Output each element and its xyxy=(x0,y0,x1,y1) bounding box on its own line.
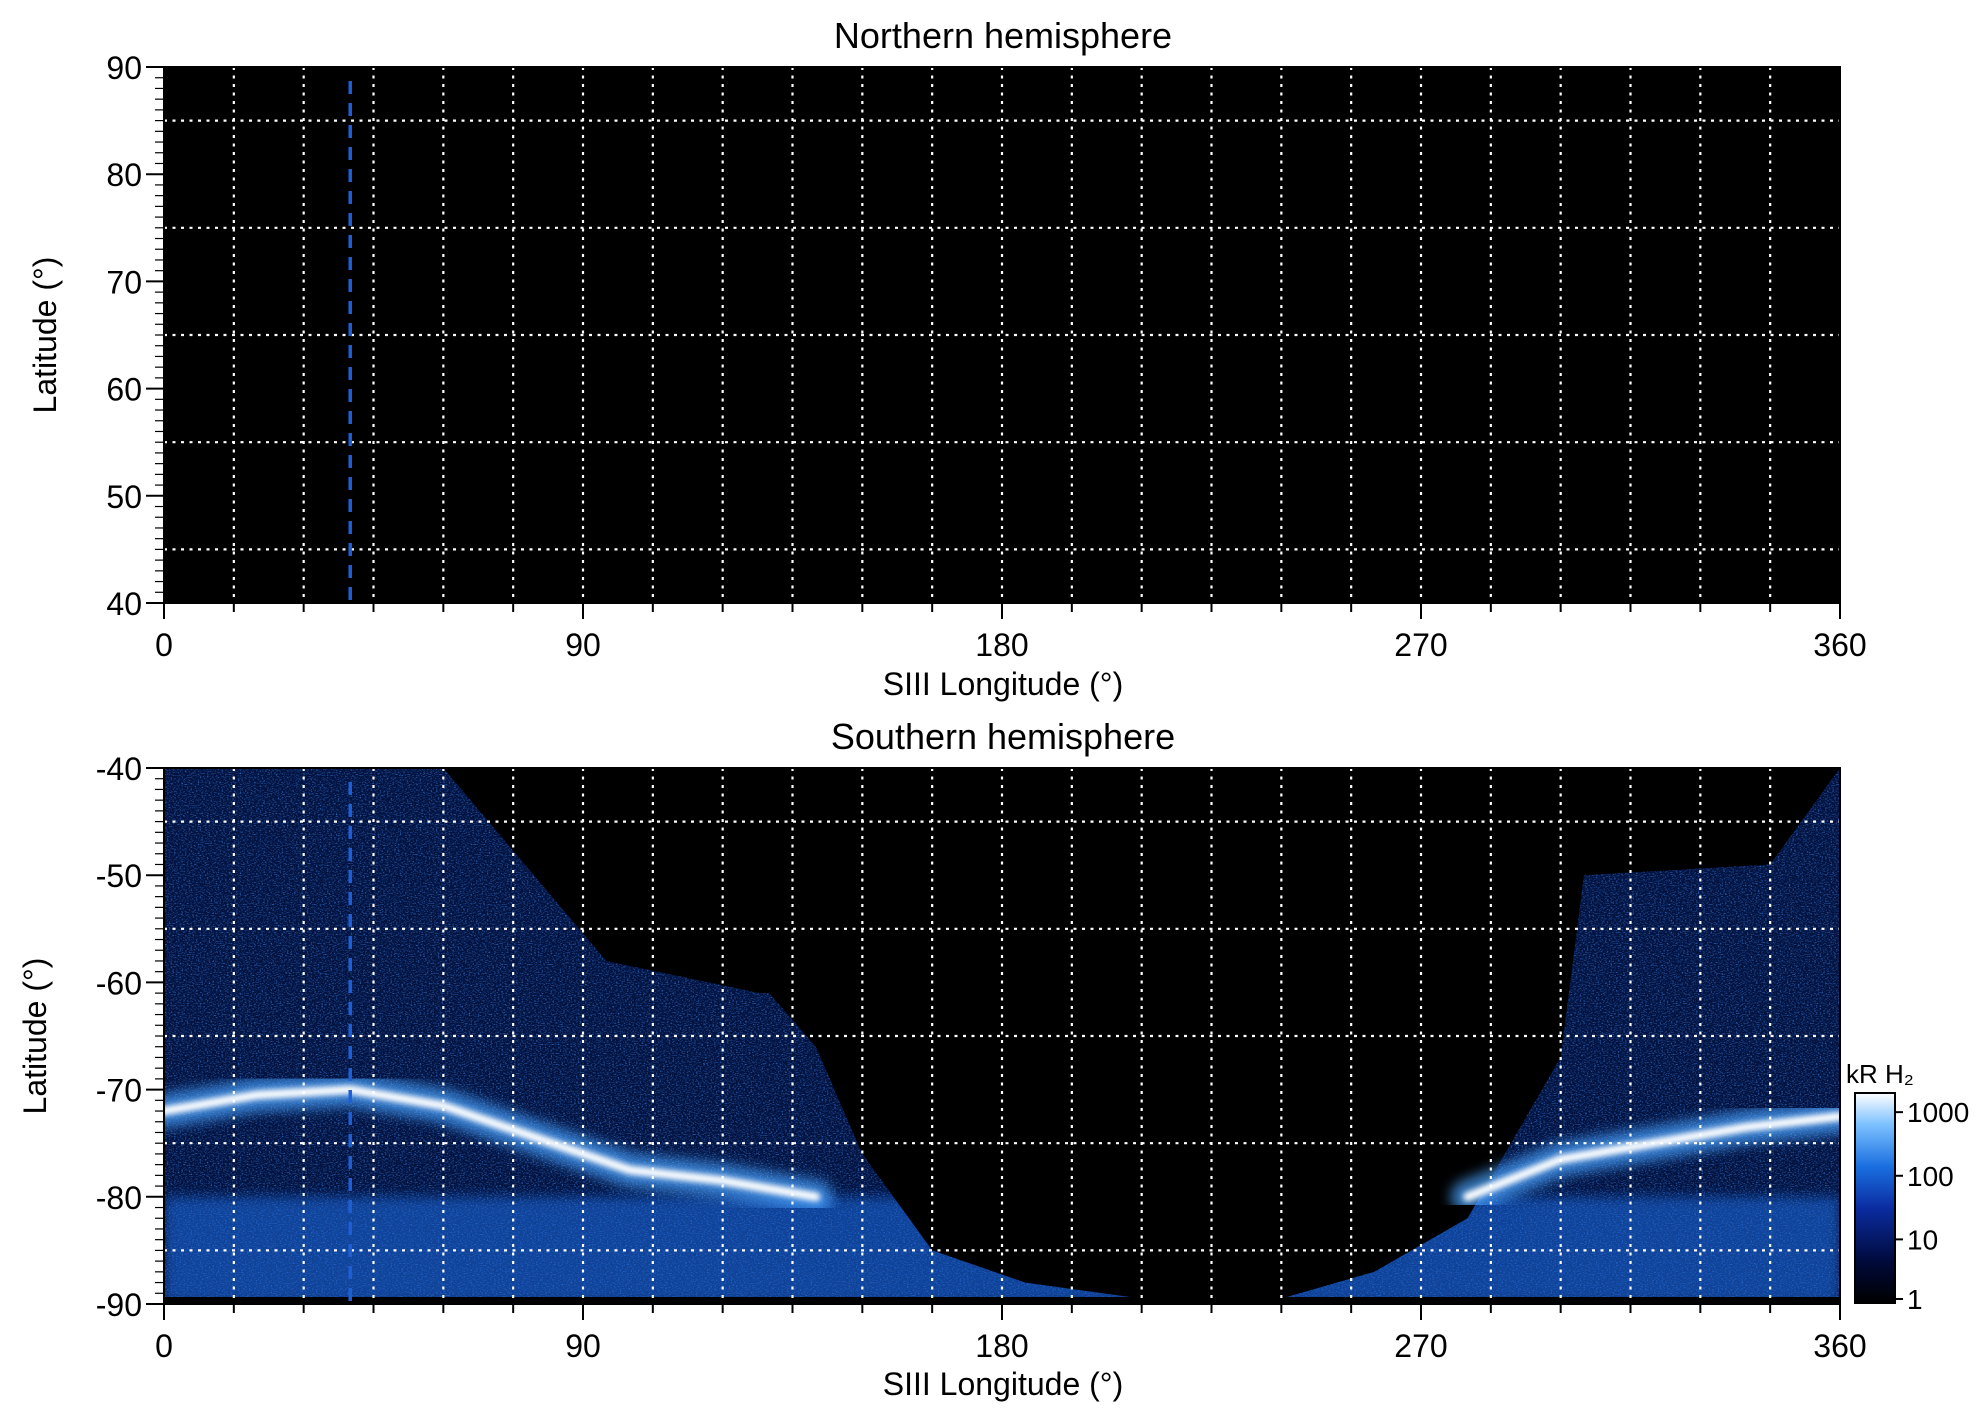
colorbar-tick-label: 10 xyxy=(1907,1224,1938,1255)
y-tick-label: 50 xyxy=(106,479,142,515)
x-tick-label: 270 xyxy=(1394,627,1447,663)
colorbar-ticks: 1 10 100 1000 xyxy=(1895,1097,1969,1315)
south-axes: -90 -80 -70 -60 -50 -40 0 90 180 270 360 xyxy=(96,751,1867,1364)
colorbar: kR H₂ 1 10 100 1000 xyxy=(1846,1059,1969,1315)
y-tick-label: 60 xyxy=(106,372,142,408)
north-y-axis-label: Latitude (°) xyxy=(27,257,63,414)
north-axes: 40 50 60 70 80 90 0 90 180 270 360 xyxy=(106,50,1866,663)
x-tick-label: 270 xyxy=(1394,1328,1447,1364)
x-tick-label: 360 xyxy=(1813,1328,1866,1364)
north-panel-title: Northern hemisphere xyxy=(834,15,1172,56)
x-tick-label: 180 xyxy=(975,627,1028,663)
southern-hemisphere-panel: Southern hemisphere -90 -80 -70 -60 -50 -40 0 9… xyxy=(17,716,1867,1402)
south-x-axis-label: SIII Longitude (°) xyxy=(883,1366,1123,1402)
south-grid xyxy=(164,768,1840,1304)
x-tick-label: 360 xyxy=(1813,627,1866,663)
y-tick-label: -50 xyxy=(96,858,142,894)
south-y-axis-label: Latitude (°) xyxy=(17,958,53,1115)
x-tick-label: 180 xyxy=(975,1328,1028,1364)
y-tick-label: 70 xyxy=(106,264,142,300)
colorbar-label: kR H₂ xyxy=(1846,1059,1914,1089)
y-tick-label: 80 xyxy=(106,157,142,193)
colorbar-tick-label: 1000 xyxy=(1907,1097,1969,1128)
colorbar-tick-label: 100 xyxy=(1907,1161,1954,1192)
y-tick-label: -90 xyxy=(96,1287,142,1323)
x-tick-label: 90 xyxy=(565,627,601,663)
colorbar-scale xyxy=(1854,1092,1896,1304)
northern-hemisphere-panel: Northern hemisphere 40 50 60 70 80 90 0 90 180 27… xyxy=(27,15,1867,702)
north-plot-area xyxy=(164,67,1840,603)
y-tick-label: 40 xyxy=(106,586,142,622)
pole-edge xyxy=(164,1297,1840,1304)
x-tick-label: 90 xyxy=(565,1328,601,1364)
y-tick-label: 90 xyxy=(106,50,142,86)
x-tick-label: 0 xyxy=(155,1328,173,1364)
main-oval xyxy=(164,1085,821,1202)
y-tick-label: -70 xyxy=(96,1073,142,1109)
y-tick-label: -40 xyxy=(96,751,142,787)
colorbar-tick-label: 1 xyxy=(1907,1284,1923,1315)
y-tick-label: -60 xyxy=(96,965,142,1001)
south-panel-title: Southern hemisphere xyxy=(831,716,1175,757)
x-tick-label: 0 xyxy=(155,627,173,663)
north-grid xyxy=(164,67,1840,603)
y-tick-label: -80 xyxy=(96,1180,142,1216)
north-x-axis-label: SIII Longitude (°) xyxy=(883,666,1123,702)
